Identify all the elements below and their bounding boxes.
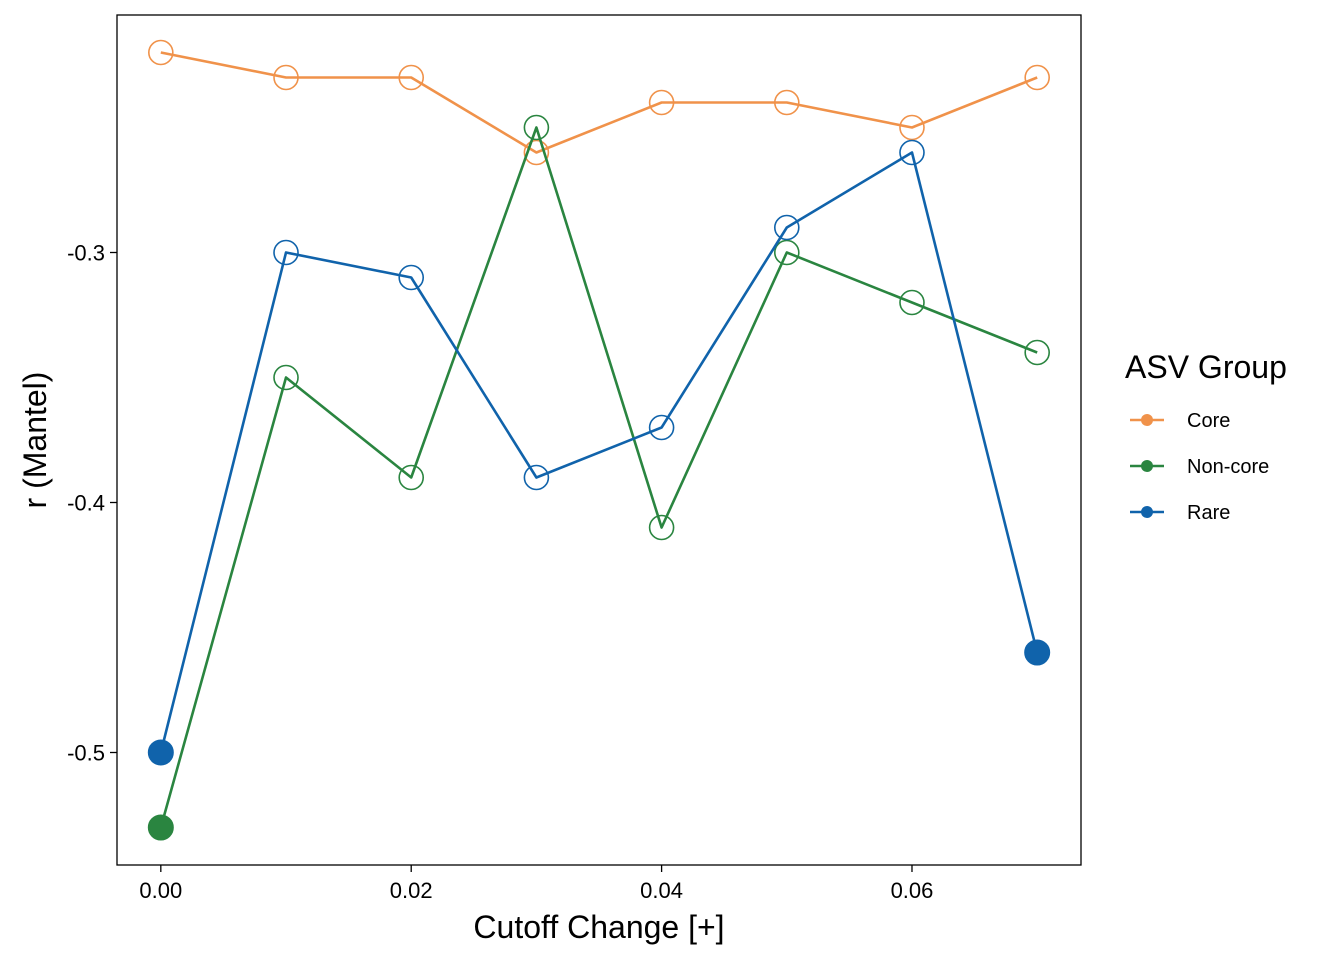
x-tick-label: 0.06 [891,878,934,903]
series-line-rare [159,151,1039,753]
y-tick-label: -0.3 [67,241,105,266]
data-point-non-core [1024,339,1050,366]
series-core [148,39,1050,166]
legend-label: Rare [1187,502,1230,524]
data-point-rare [1024,639,1051,666]
x-tick-label: 0.02 [390,878,433,903]
legend-key-dot [1141,460,1153,472]
series-rare [147,139,1051,766]
data-point-non-core [147,814,174,841]
data-point-rare [648,414,675,441]
legend-label: Core [1187,410,1230,432]
x-tick-label: 0.00 [139,878,182,903]
plot-panel [116,14,1082,866]
data-point-rare [523,464,550,491]
legend-label: Non-core [1187,456,1269,478]
data-point-core [773,89,800,116]
legend-key-dot [1141,414,1153,426]
data-point-non-core [648,514,675,541]
data-point-core [523,139,550,166]
x-axis: 0.00 0.02 0.04 0.06 [139,865,933,903]
data-point-rare [398,264,425,291]
y-axis-title: r (Mantel) [17,372,53,509]
legend-title: ASV Group [1125,349,1287,385]
legend-item-rare: Rare [1130,502,1230,524]
y-axis: -0.3 -0.4 -0.5 [67,241,117,766]
data-point-non-core [273,364,299,391]
data-point-non-core [523,114,550,141]
data-point-rare [147,739,174,766]
series-line-core [160,51,1038,154]
x-tick-label: 0.04 [640,878,683,903]
data-point-non-core [899,289,925,316]
legend-item-core: Core [1130,410,1230,432]
data-point-rare [899,139,925,166]
data-point-rare [273,239,299,266]
y-tick-label: -0.5 [67,741,105,766]
data-point-core [398,64,425,91]
series-line-non-core [159,126,1038,828]
data-point-non-core [398,464,425,491]
data-point-core [899,114,925,141]
data-point-core [648,89,675,116]
y-tick-label: -0.4 [67,491,105,516]
data-point-rare [773,214,800,241]
data-point-core [148,39,174,66]
series-layer [147,39,1051,841]
x-axis-title: Cutoff Change [+] [473,909,724,945]
legend-item-non-core: Non-core [1130,456,1269,478]
data-point-core [273,64,299,91]
data-point-non-core [773,239,800,266]
legend-key-dot [1141,506,1153,518]
legend: ASV Group Core Non-core Rare [1125,349,1287,524]
series-non-core [147,114,1050,841]
data-point-core [1024,64,1050,91]
